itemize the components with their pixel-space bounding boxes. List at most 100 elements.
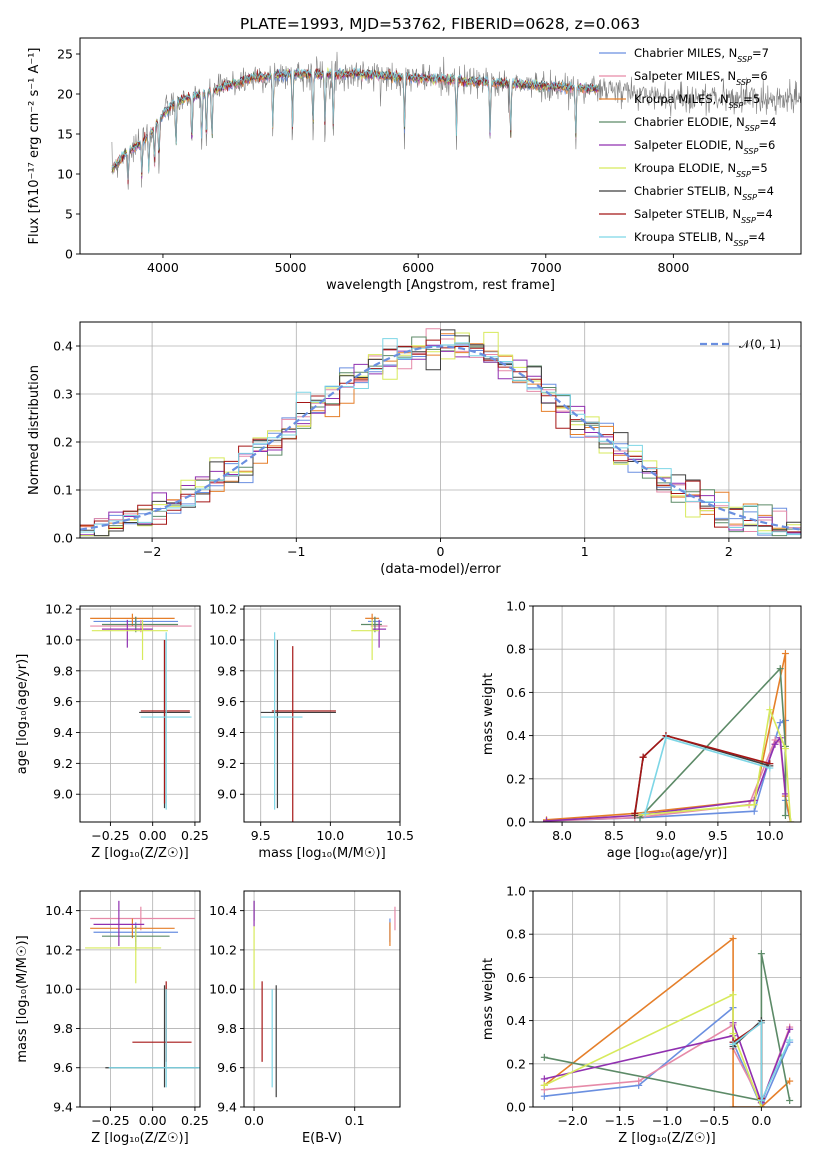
weight-marker: [787, 818, 795, 822]
plot-area: [85, 900, 200, 1088]
legend-entry: Chabrier MILES, NSSP=7: [634, 46, 769, 64]
y-tick-label: 0.4: [506, 728, 526, 743]
x-tick-label: −2.0: [557, 1113, 587, 1128]
weight-marker: [766, 764, 774, 772]
weight-marker: [540, 1081, 548, 1089]
errorbar-salpeter_stelib: [132, 981, 192, 1062]
grid: [80, 606, 200, 822]
axes-frame: [79, 890, 201, 1108]
x-tick-label: −0.25: [91, 828, 129, 843]
x-tick-label: −0.5: [699, 1113, 729, 1128]
y-tick-label: 9.0: [217, 787, 237, 802]
y-tick-label: 9.2: [217, 756, 237, 771]
panel-spectrum: 4000 5000 6000 7000 8000 0 5 10 15 20 25 wavelength…: [27, 37, 802, 293]
x-tick-label: 0.25: [181, 828, 209, 843]
x-tick-label: 2: [725, 544, 733, 559]
y-tick-label: 10.4: [45, 903, 73, 918]
y-tick-label: 0.6: [506, 970, 526, 985]
x-tick-label: 9.5: [251, 828, 271, 843]
weight-marker: [729, 1040, 737, 1048]
x-tick-label: 1: [581, 544, 589, 559]
y-tick-label: 5: [65, 207, 73, 222]
x-tick-label: 7000: [530, 260, 562, 275]
panel-age_weight: 8.0 8.5 9.0 9.5 10.0 0.0 0.2 0.4 0.6 0.8 1.0 age [l…: [481, 599, 802, 861]
weight-marker: [639, 753, 647, 761]
y-tick-label: 9.6: [217, 1060, 237, 1075]
panel-z_age: −0.25 0.00 0.25 9.0 9.2 9.4 9.6 9.8 10.0 10.2 Z [l…: [15, 602, 209, 861]
y-tick-label: 9.4: [217, 725, 237, 740]
weight-marker: [540, 1092, 548, 1100]
weight-line-kroupa_elodie: [543, 993, 763, 1107]
y-tick-label: 9.8: [217, 1021, 237, 1036]
x-tick-label: 8000: [657, 260, 689, 275]
axes-frame: [79, 605, 201, 823]
x-tick-label: 9.0: [656, 828, 676, 843]
y-tick-label: 10.0: [209, 982, 237, 997]
errorbar-chabrier_stelib: [260, 639, 336, 809]
plot-area: [90, 613, 192, 810]
y-tick-label: 9.8: [53, 663, 73, 678]
weight-marker: [540, 1075, 548, 1083]
weight-marker: [729, 1030, 737, 1038]
x-tick-label: 0.0: [244, 1113, 264, 1128]
y-tick-label: 10.0: [209, 632, 237, 647]
errorbar-salpeter_miles: [90, 906, 195, 931]
weight-marker: [641, 809, 649, 817]
x-axis-label: wavelength [Angstrom, rest frame]: [326, 278, 555, 293]
y-tick-label: 0.6: [506, 685, 526, 700]
plot-area: [80, 328, 801, 537]
y-axis-label: age [log₁₀(age/yr)]: [15, 654, 30, 775]
errorbar-kroupa_elodie: [351, 619, 380, 660]
weight-marker: [781, 790, 789, 798]
errorbar-salpeter_elodie: [93, 900, 145, 946]
y-tick-label: 10.0: [45, 982, 73, 997]
weight-marker: [786, 1025, 794, 1033]
errorbar-salpeter_elodie: [101, 619, 153, 648]
y-tick-label: 10.0: [45, 632, 73, 647]
weight-marker: [781, 650, 789, 658]
errorbar-kroupa_miles: [90, 918, 175, 939]
x-tick-label: −0.25: [91, 1113, 129, 1128]
weight-line-chabrier_elodie: [639, 666, 787, 819]
x-axis-label: mass [log₁₀(M/M☉)]: [258, 846, 385, 861]
axes-frame: [243, 890, 401, 1108]
y-tick-label: 9.6: [53, 694, 73, 709]
legend-entry: Chabrier ELODIE, NSSP=4: [634, 115, 776, 133]
y-tick-label: 0.0: [53, 531, 73, 546]
weight-marker: [757, 1019, 765, 1027]
weight-marker: [786, 1077, 794, 1085]
grid: [80, 891, 200, 1108]
plot-area: [540, 935, 794, 1107]
errorbar-kroupa_elodie: [85, 928, 162, 984]
y-tick-label: 9.8: [217, 663, 237, 678]
axes-frame: [243, 605, 401, 823]
legend-entry: Salpeter ELODIE, NSSP=6: [634, 138, 775, 156]
axes-frame: [532, 605, 802, 823]
legend-entry: Chabrier STELIB, NSSP=4: [634, 184, 774, 202]
weight-marker: [729, 1103, 737, 1107]
weight-line-kroupa_stelib: [732, 1021, 791, 1101]
model-spectrum-kroupa_miles: [111, 69, 600, 183]
weight-marker: [631, 809, 639, 817]
legend: Chabrier MILES, NSSP=7 Salpeter MILES, NS…: [599, 46, 776, 248]
y-tick-label: 9.4: [217, 1100, 237, 1115]
x-tick-label: 5000: [275, 260, 307, 275]
legend-entry: 𝒩(0, 1): [739, 337, 781, 351]
y-tick-label: 10.2: [209, 602, 237, 617]
y-tick-label: 10.2: [45, 602, 73, 617]
y-tick-label: 9.8: [53, 1021, 73, 1036]
x-axis-label: Z [log₁₀(Z/Z☉)]: [618, 1131, 715, 1146]
x-tick-label: 6000: [402, 260, 434, 275]
weight-marker: [757, 950, 765, 958]
errorbar-salpeter_stelib: [271, 646, 336, 822]
weight-line-salpeter_stelib: [634, 734, 771, 814]
errorbar-chabrier_stelib: [105, 985, 199, 1088]
weight-marker: [540, 1053, 548, 1061]
y-tick-label: 0.8: [506, 927, 526, 942]
panel-residual_histogram: −2 −1 0 1 2 0.0 0.1 0.2 0.3 0.4 (data-model)/error…: [27, 321, 802, 577]
y-tick-label: 10.2: [209, 942, 237, 957]
grid: [244, 606, 401, 822]
weight-marker: [635, 1077, 643, 1085]
y-tick-label: 0.3: [53, 387, 73, 402]
x-tick-label: −2: [143, 544, 161, 559]
